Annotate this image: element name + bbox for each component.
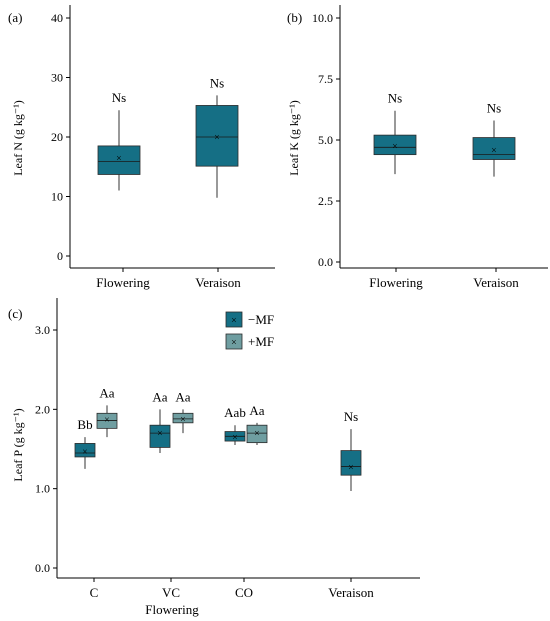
panel-c-significance-label: Bb [77, 417, 92, 432]
panel-c-box [340, 450, 362, 476]
panel-b-y-tick-label: 5.0 [318, 133, 333, 147]
panel-b-plot: 0.0 2.5 5.0 7.5 10.0 Flowering Veraison × Ns × Ns [312, 5, 548, 290]
panel-b-label: (b) [287, 10, 302, 25]
panel-b-significance-label: Ns [388, 91, 402, 106]
panel-a-y-tick-label: 40 [51, 11, 63, 25]
legend-swatch-mean-marker: × [231, 338, 237, 349]
panel-c: Leaf P (g kg⁻¹) Flowering 0.0 1.0 2.0 3.0 C V… [11, 298, 420, 617]
panel-b-x-tick-label: Veraison [473, 275, 519, 290]
panel-c-mean-marker: × [254, 429, 260, 440]
panel-c-significance-label: Aa [152, 389, 167, 404]
panel-c-mean-marker: × [82, 447, 88, 458]
panel-c-box [149, 424, 171, 448]
legend-swatch-mean-marker: × [231, 316, 237, 327]
panel-b-box [472, 137, 516, 160]
panel-c-significance-label: Aa [249, 403, 264, 418]
panel-b-y-tick-label: 2.5 [318, 194, 333, 208]
panel-c-group-label: Flowering [145, 602, 199, 617]
panel-a-y-tick-label: 10 [51, 190, 63, 204]
panel-c-box [246, 424, 268, 444]
panel-a-mean-marker: × [214, 133, 220, 144]
panel-c-mean-marker: × [157, 429, 163, 440]
legend-label: −MF [248, 312, 274, 327]
panel-a-y-tick-label: 0 [57, 249, 63, 263]
panel-b-ylabel: Leaf K (g kg⁻¹) [287, 100, 301, 176]
panel-c-mean-marker: × [180, 414, 186, 425]
panel-b-y-tick-label: 7.5 [318, 72, 333, 86]
panel-a-y-tick-label: 30 [51, 71, 63, 85]
panel-a-significance-label: Ns [210, 75, 224, 90]
panel-c-y-tick-label: 2.0 [35, 402, 50, 416]
panel-a-x-tick-label: Veraison [195, 275, 241, 290]
panel-c-mean-marker: × [104, 415, 110, 426]
panel-c-x-tick-label: VC [162, 585, 180, 600]
panel-b-significance-label: Ns [487, 100, 501, 115]
panel-b: Leaf K (g kg⁻¹) 0.0 2.5 5.0 7.5 10.0 Flowerin… [287, 5, 548, 290]
panel-c-label: (c) [8, 306, 22, 321]
panel-a-box [97, 145, 141, 175]
panel-a: Leaf N (g kg⁻¹) 0 10 20 30 40 Flowering Verais… [11, 5, 275, 290]
panel-c-mean-marker: × [348, 463, 354, 474]
panel-c-significance-label: Aab [224, 405, 246, 420]
panel-c-significance-label: Aa [175, 389, 190, 404]
panel-c-y-tick-label: 3.0 [35, 323, 50, 337]
panel-c-legend: × −MF × +MF [225, 311, 274, 350]
panel-c-x-tick-label: CO [235, 585, 253, 600]
panel-c-box [74, 443, 96, 458]
panel-a-box [195, 105, 239, 167]
legend-swatch [225, 311, 243, 328]
panel-a-y-tick-label: 20 [51, 130, 63, 144]
panel-c-significance-label: Ns [344, 409, 358, 424]
panel-c-ylabel: Leaf P (g kg⁻¹) [11, 408, 25, 481]
panel-c-box [172, 412, 194, 424]
panel-b-y-tick-label: 10.0 [312, 11, 333, 25]
panel-a-x-tick-label: Flowering [96, 275, 150, 290]
panel-b-mean-marker: × [392, 142, 398, 153]
panel-a-plot: 0 10 20 30 40 Flowering Veraison × Ns × Ns [51, 5, 275, 290]
panel-c-x-tick-label: C [90, 585, 99, 600]
legend-label: +MF [248, 334, 274, 349]
panel-c-x-tick-label: Veraison [328, 585, 374, 600]
panel-c-plot: 0.0 1.0 2.0 3.0 C VC CO Veraison × Bb × Aa × Aa × Aa × Aa… [35, 298, 420, 600]
panel-a-label: (a) [8, 10, 22, 25]
panel-c-y-tick-label: 0.0 [35, 561, 50, 575]
panel-b-mean-marker: × [491, 145, 497, 156]
panel-a-ylabel: Leaf N (g kg⁻¹) [11, 100, 25, 176]
panel-b-x-tick-label: Flowering [369, 275, 423, 290]
panel-a-significance-label: Ns [112, 90, 126, 105]
panel-a-mean-marker: × [116, 153, 122, 164]
panel-c-significance-label: Aa [99, 385, 114, 400]
panel-c-mean-marker: × [232, 433, 238, 444]
panel-c-y-tick-label: 1.0 [35, 482, 50, 496]
panel-b-box [373, 134, 417, 156]
panel-b-y-tick-label: 0.0 [318, 255, 333, 269]
legend-swatch [225, 333, 243, 350]
